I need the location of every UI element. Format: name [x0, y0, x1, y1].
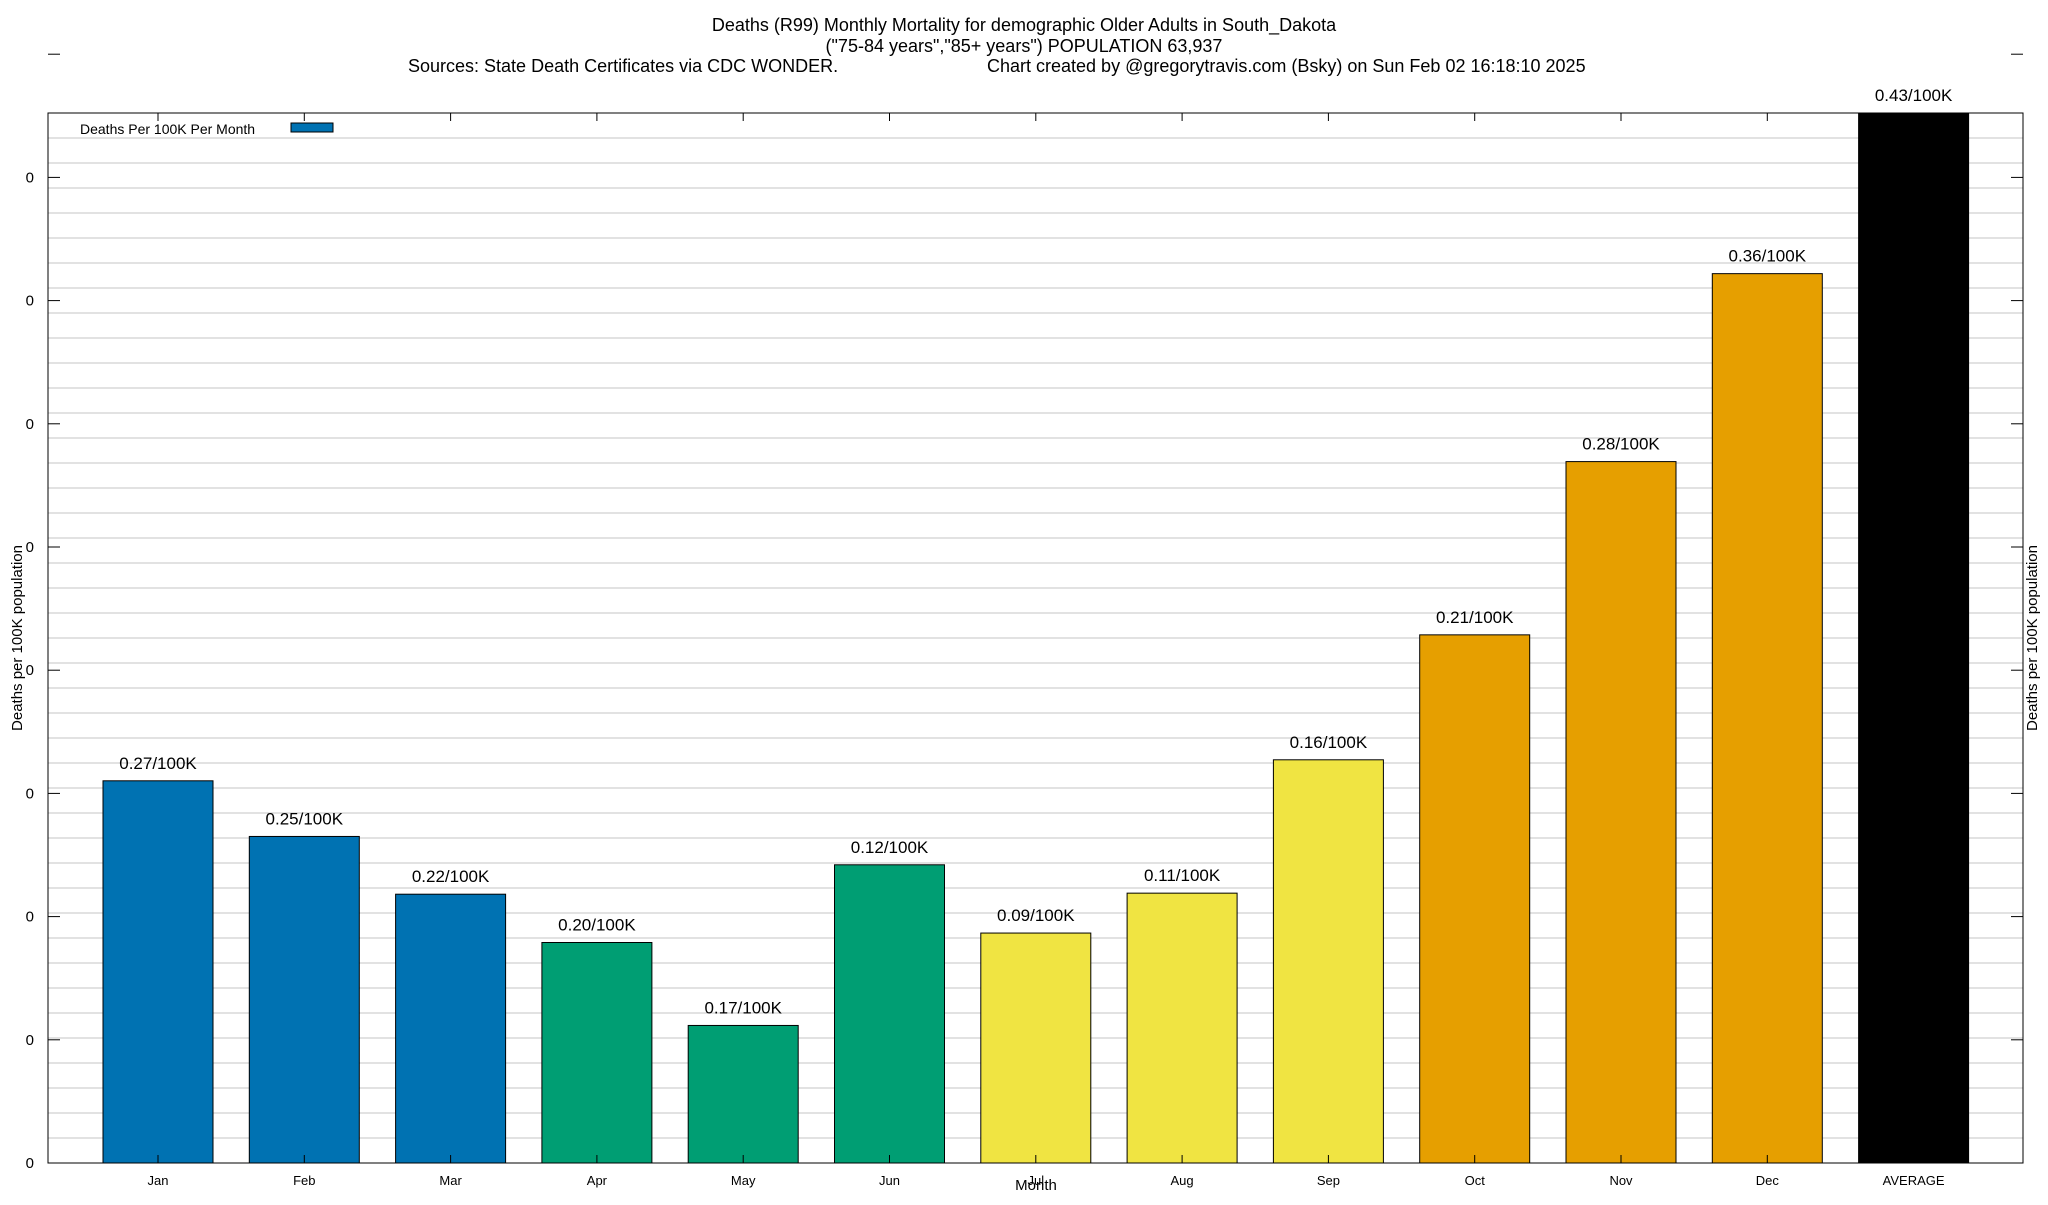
- bar-apr: [541, 942, 653, 1164]
- x-tick-label: Sep: [1317, 1173, 1340, 1188]
- bar-value-label: 0.28/100K: [1582, 435, 1660, 454]
- y-tick-label: 0: [26, 293, 34, 310]
- bar-value-label: 0.16/100K: [1290, 733, 1368, 752]
- y-tick-label: 0: [26, 909, 34, 926]
- bar-value-label: 0.09/100K: [997, 906, 1075, 925]
- bar-value-label: 0.12/100K: [851, 838, 929, 857]
- bar-value-label: 0.43/100K: [1875, 86, 1953, 105]
- bar-feb: [248, 835, 360, 1164]
- x-tick-label: Jun: [879, 1173, 900, 1188]
- legend-swatch: [290, 122, 334, 133]
- x-tick-label: AVERAGE: [1883, 1173, 1945, 1188]
- legend: Deaths Per 100K Per Month: [80, 121, 334, 137]
- bar-mar: [395, 893, 507, 1164]
- bar-jan: [102, 780, 214, 1164]
- y-tick-label: 0: [26, 416, 34, 433]
- bar-oct: [1419, 634, 1531, 1164]
- chart-credit: Chart created by @gregorytravis.com (Bsk…: [987, 56, 1586, 76]
- legend-label: Deaths Per 100K Per Month: [80, 121, 255, 137]
- bar-value-label: 0.27/100K: [119, 754, 197, 773]
- y-tick-label: 0: [26, 1155, 34, 1172]
- bar-value-label: 0.25/100K: [266, 809, 344, 828]
- x-tick-label: May: [731, 1173, 756, 1188]
- chart-title: Deaths (R99) Monthly Mortality for demog…: [712, 15, 1337, 36]
- bar-value-label: 0.36/100K: [1729, 247, 1807, 266]
- bar-jul: [980, 932, 1092, 1164]
- bar-dec: [1711, 273, 1823, 1164]
- bar-aug: [1126, 892, 1238, 1164]
- y-axis-title: Deaths per 100K population: [9, 545, 26, 731]
- y2-axis-title: Deaths per 100K population: [2024, 545, 2041, 731]
- x-axis-title: Month: [1015, 1177, 1057, 1194]
- x-tick-label: Nov: [1609, 1173, 1633, 1188]
- bar-value-label: 0.17/100K: [704, 998, 782, 1017]
- bar-may: [687, 1024, 799, 1164]
- x-tick-label: Oct: [1465, 1173, 1486, 1188]
- bar-value-label: 0.21/100K: [1436, 608, 1514, 627]
- bar-jun: [834, 864, 945, 1164]
- y-tick-label: 0: [26, 1032, 34, 1049]
- bar-value-label: 0.20/100K: [558, 916, 636, 935]
- y-tick-label: 0: [26, 785, 34, 802]
- y-tick-label: 0: [26, 169, 34, 186]
- y-tick-label: 0: [26, 662, 34, 679]
- bar-value-label: 0.22/100K: [412, 867, 490, 886]
- bar-average: [1858, 112, 1970, 1164]
- x-tick-label: Aug: [1171, 1173, 1194, 1188]
- x-tick-label: Dec: [1756, 1173, 1780, 1188]
- bar-value-label: 0.11/100K: [1144, 866, 1221, 885]
- chart-sources: Sources: State Death Certificates via CD…: [408, 56, 838, 76]
- x-tick-label: Apr: [587, 1173, 608, 1188]
- x-tick-label: Jan: [148, 1173, 169, 1188]
- y-tick-label: 0: [26, 539, 34, 556]
- plot-frame: [47, 112, 2024, 1164]
- x-tick-label: Jul: [1027, 1173, 1044, 1188]
- gridlines: [48, 137, 2023, 1139]
- chart-subtitle: ("75-84 years","85+ years") POPULATION 6…: [826, 36, 1223, 56]
- x-tick-label: Mar: [439, 1173, 462, 1188]
- bar-nov: [1565, 461, 1677, 1164]
- x-tick-label: Feb: [293, 1173, 315, 1188]
- bar-sep: [1272, 759, 1384, 1164]
